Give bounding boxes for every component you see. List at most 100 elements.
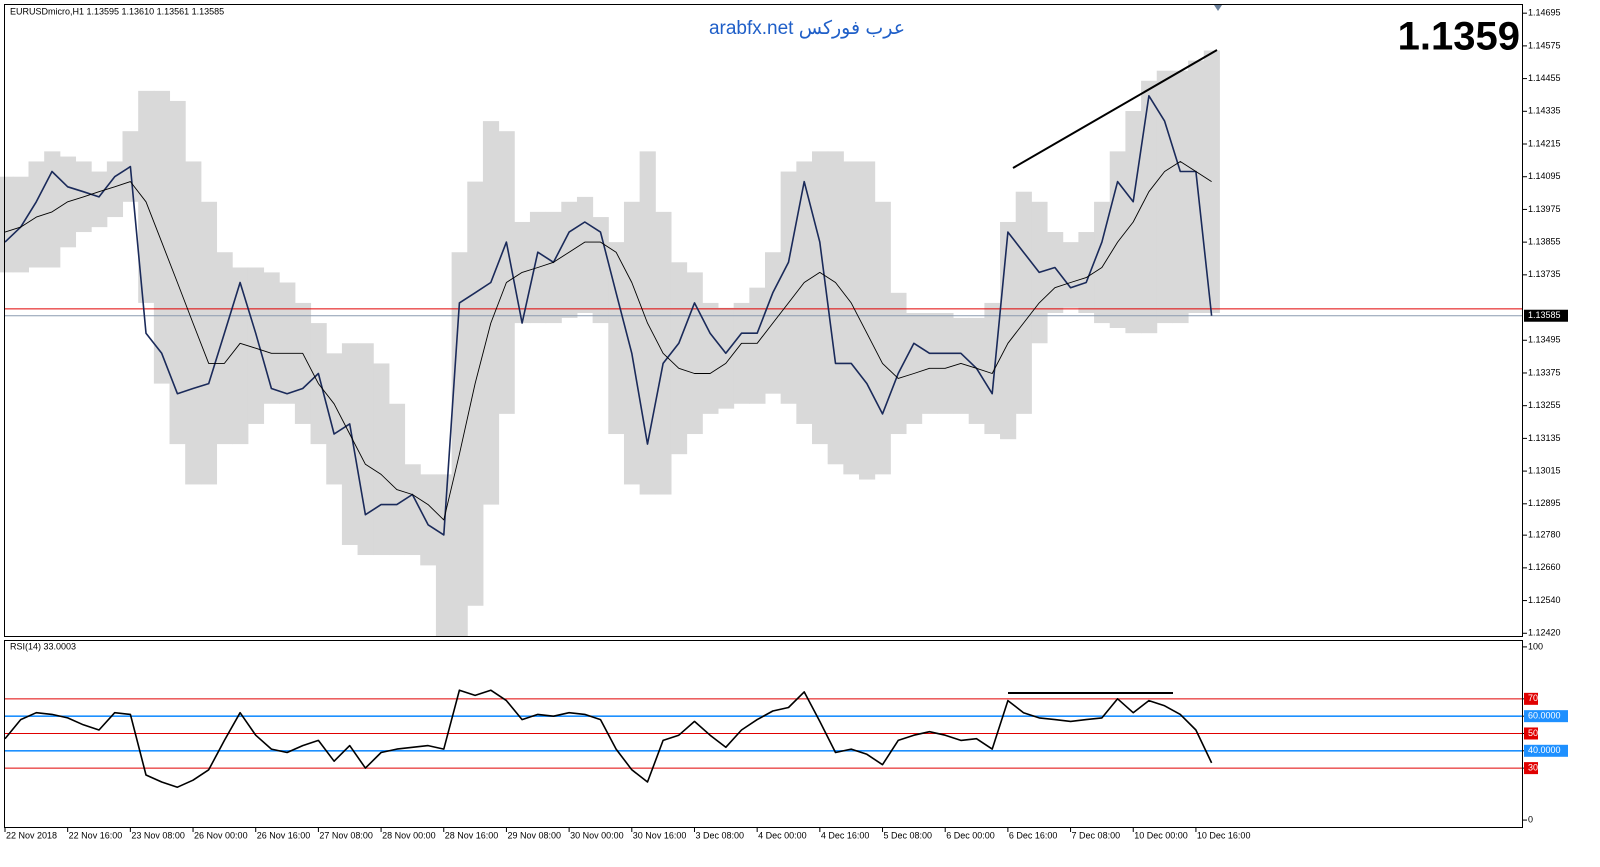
y-tick-label: 1.12660 — [1528, 562, 1561, 572]
x-tick-label: 10 Dec 00:00 — [1134, 830, 1188, 840]
band-block — [420, 474, 437, 566]
watermark: arabfx.net عرب فوركس — [709, 18, 905, 39]
band-block — [12, 176, 30, 273]
y-tick-label: 100 — [1528, 641, 1543, 651]
band-block — [968, 317, 985, 424]
y-tick-label: 1.12420 — [1528, 628, 1561, 638]
band-block — [247, 267, 265, 424]
band-block — [702, 302, 719, 414]
x-tick-label: 26 Nov 00:00 — [194, 830, 248, 840]
x-tick-label: 30 Nov 00:00 — [570, 830, 624, 840]
level-label-box — [1524, 692, 1538, 705]
y-tick-label: 1.12895 — [1528, 498, 1561, 508]
plot-layer — [0, 50, 1523, 788]
band-block — [717, 307, 735, 409]
level-label-box — [1524, 762, 1538, 775]
band-block — [890, 292, 907, 435]
band-block — [1015, 191, 1032, 414]
big-price: 1.1359 — [1398, 15, 1520, 59]
band-block — [263, 272, 280, 404]
band-block — [106, 161, 124, 218]
band-block — [592, 217, 609, 324]
y-tick-label: 1.13495 — [1528, 335, 1561, 345]
level-label-box — [1524, 710, 1568, 723]
band-block — [670, 262, 688, 455]
x-tick-label: 26 Nov 16:00 — [257, 830, 311, 840]
x-tick-label: 6 Dec 16:00 — [1009, 830, 1058, 840]
band-block — [169, 100, 186, 445]
y-tick-label: 1.13975 — [1528, 204, 1561, 214]
band-block — [373, 363, 390, 556]
trend-line — [1012, 49, 1218, 169]
y-tick-label: 1.14335 — [1528, 106, 1561, 116]
band-block — [1078, 232, 1095, 314]
y-tick-label: 1.13855 — [1528, 237, 1561, 247]
band-block — [498, 131, 515, 414]
band-block — [1000, 221, 1017, 440]
y-tick-label: 60.0000 — [1528, 711, 1561, 721]
band-block — [1188, 60, 1205, 314]
band-block — [1062, 242, 1079, 308]
band-block — [984, 302, 1001, 435]
band-block — [404, 464, 421, 556]
band-block — [906, 313, 923, 424]
band-block — [749, 287, 766, 404]
shift-marker — [1214, 5, 1222, 11]
y-tick-label: 1.14215 — [1528, 138, 1561, 148]
x-tick-label: 6 Dec 00:00 — [946, 830, 995, 840]
x-tick-label: 22 Nov 2018 — [6, 830, 57, 840]
band-block — [953, 317, 970, 414]
y-tick-label: 1.13375 — [1528, 367, 1561, 377]
x-tick-label: 4 Dec 00:00 — [758, 830, 807, 840]
band-block — [216, 252, 233, 445]
band-block — [812, 151, 829, 445]
band-block — [1172, 70, 1189, 324]
band-block — [357, 343, 374, 556]
band-block — [1047, 232, 1064, 314]
x-tick-label: 5 Dec 08:00 — [884, 830, 933, 840]
band-block — [827, 151, 844, 465]
band-block — [200, 201, 218, 485]
band-block — [545, 211, 562, 324]
band-block — [138, 90, 155, 303]
band-block — [44, 151, 61, 268]
band-block — [1203, 50, 1220, 314]
band-block — [326, 353, 343, 485]
band-block — [0, 176, 14, 273]
y-tick-label: 1.14695 — [1528, 8, 1561, 18]
series-line — [4, 689, 1213, 788]
band-block — [294, 302, 312, 424]
band-block — [937, 313, 954, 414]
band-block — [279, 282, 296, 404]
x-tick-label: 29 Nov 08:00 — [507, 830, 561, 840]
band-block — [576, 196, 594, 314]
x-tick-label: 10 Dec 16:00 — [1197, 830, 1251, 840]
band-block — [435, 474, 453, 636]
price-frame — [4, 4, 1523, 637]
band-block — [467, 181, 484, 606]
band-block — [796, 161, 813, 424]
band-block — [341, 343, 359, 545]
symbol-header: EURUSDmicro,H1 1.13595 1.13610 1.13561 1… — [10, 6, 224, 16]
level-label-box — [1524, 744, 1568, 757]
series-line — [4, 95, 1213, 536]
band-block — [874, 201, 891, 475]
x-tick-label: 28 Nov 00:00 — [382, 830, 436, 840]
y-tick-label: 1.13735 — [1528, 269, 1561, 279]
band-block — [733, 302, 750, 404]
y-tick-label: 50 — [1528, 728, 1538, 738]
band-block — [921, 313, 938, 414]
x-tick-label: 27 Nov 08:00 — [319, 830, 373, 840]
x-tick-label: 30 Nov 16:00 — [633, 830, 687, 840]
band-block — [1156, 70, 1173, 324]
band-block — [1109, 151, 1126, 328]
x-tick-label: 28 Nov 16:00 — [445, 830, 499, 840]
bid-label: 1.13585 — [1528, 310, 1561, 320]
band-block — [482, 121, 500, 505]
y-tick-label: 1.13135 — [1528, 433, 1561, 443]
level-label-box — [1524, 727, 1538, 740]
band-block — [561, 201, 578, 318]
